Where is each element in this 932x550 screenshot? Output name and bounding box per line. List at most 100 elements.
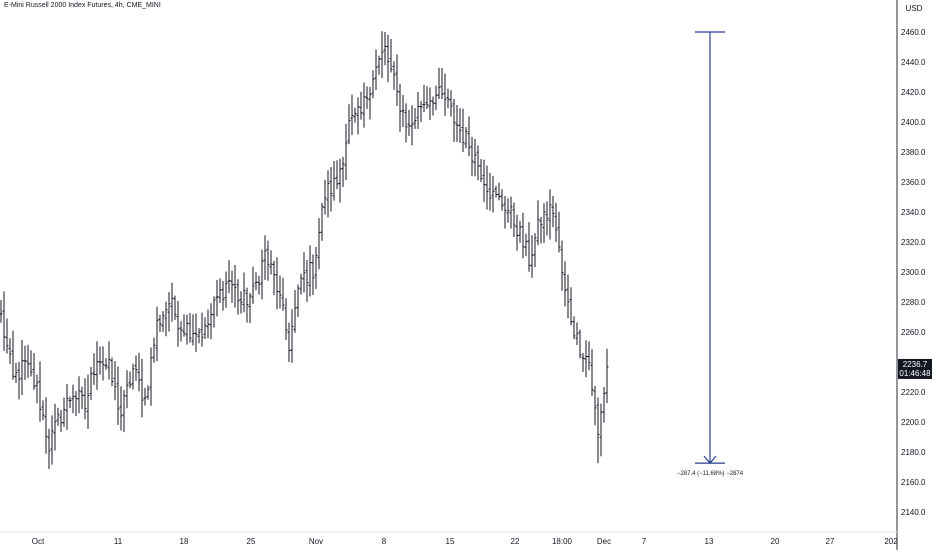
ohlc-bar (347, 104, 351, 145)
ohlc-bar (530, 235, 534, 278)
ohlc-bar (71, 384, 75, 414)
ohlc-bar (242, 272, 246, 313)
ohlc-bar (380, 31, 384, 79)
ohlc-bar (143, 387, 147, 406)
ohlc-bar (110, 357, 114, 387)
ohlc-bar (572, 316, 576, 340)
ohlc-bar (527, 222, 531, 272)
ohlc-bar (194, 313, 198, 352)
ohlc-bar (362, 82, 366, 128)
ohlc-bar (584, 340, 588, 378)
price-tick-label: 2320.0 (901, 238, 926, 247)
time-tick-label: Dec (597, 537, 611, 546)
ohlc-bar (212, 296, 216, 328)
ohlc-bar (185, 314, 189, 345)
ohlc-bar (419, 101, 423, 123)
ohlc-bar (536, 200, 540, 246)
ohlc-bar (566, 274, 570, 319)
ohlc-bar (20, 339, 24, 396)
time-axis-labels[interactable]: Oct 11 18 25 Nov 8 15 22 18:00 Dec 7 13 20 27 202 (32, 537, 898, 546)
ohlc-bar (494, 185, 498, 198)
ohlc-bar (305, 259, 309, 302)
ohlc-bar (11, 330, 15, 380)
ohlc-bar (272, 260, 276, 296)
ohlc-bar (461, 108, 465, 153)
ohlc-bar (281, 277, 285, 311)
ohlc-bar (356, 97, 360, 135)
ohlc-bar (464, 126, 468, 149)
ohlc-bar (86, 374, 90, 429)
ohlc-bar (83, 378, 87, 420)
ohlc-bar (218, 278, 222, 304)
ohlc-bar (416, 92, 420, 129)
ohlc-bar (221, 280, 225, 311)
ohlc-bar (317, 218, 321, 270)
ohlc-bar (131, 363, 135, 390)
time-tick-label: 11 (114, 537, 123, 546)
ohlc-bar (467, 116, 471, 157)
ohlc-bar (323, 179, 327, 215)
ohlc-bar (182, 314, 186, 337)
ohlc-bar (176, 300, 180, 347)
ohlc-bar (374, 49, 378, 91)
ohlc-bar (473, 138, 477, 177)
ohlc-bar (269, 250, 273, 275)
ohlc-bar (437, 67, 441, 100)
ohlc-bar (320, 202, 324, 241)
ohlc-bar (155, 306, 159, 362)
ohlc-bar (290, 309, 294, 363)
ohlc-bar (173, 295, 177, 321)
ohlc-bar (434, 85, 438, 111)
ohlc-bar (428, 87, 432, 121)
ohlc-bar (569, 287, 573, 326)
ohlc-bar (263, 235, 267, 280)
ohlc-bar (14, 362, 18, 383)
time-tick-label: Nov (309, 537, 323, 546)
ohlc-bar (440, 67, 444, 100)
ohlc-bar (503, 195, 507, 229)
ohlc-bar (74, 391, 78, 417)
ohlc-bar (335, 160, 339, 190)
price-tick-label: 2460.0 (901, 28, 926, 37)
ohlc-bar (524, 233, 528, 256)
ohlc-bar (233, 265, 237, 308)
ohlc-bar (209, 303, 213, 340)
ohlc-bar (578, 329, 582, 359)
ohlc-bar (62, 397, 66, 427)
ohlc-bar (533, 233, 537, 268)
ohlc-bar (32, 353, 36, 390)
ohlc-bar (497, 182, 501, 201)
last-price-badge: 2236.7 01:46:48 (898, 358, 932, 379)
ohlc-bar (392, 61, 396, 90)
ohlc-bar (29, 350, 33, 377)
ohlc-bar (605, 348, 609, 403)
ohlc-bar (38, 361, 42, 422)
ohlc-bar (101, 346, 105, 381)
ohlc-bar (191, 314, 195, 346)
ohlc-bar (410, 105, 414, 146)
ohlc-bar (395, 54, 399, 106)
ohlc-bar (344, 123, 348, 181)
ohlc-bar (167, 292, 171, 332)
price-tick-label: 2140.0 (901, 508, 926, 517)
price-tick-label: 2300.0 (901, 268, 926, 277)
ohlc-bar (365, 86, 369, 109)
ohlc-bar (35, 374, 39, 404)
time-tick-label: 15 (446, 537, 455, 546)
price-tick-label: 2200.0 (901, 418, 926, 427)
ohlc-bar (278, 275, 282, 309)
currency-label[interactable]: USD (906, 4, 923, 13)
measure-tool[interactable]: −287.4 (−11.68%) −2874 (677, 31, 744, 477)
ohlc-bar (407, 109, 411, 136)
time-tick-label: 13 (705, 537, 714, 546)
ohlc-bar (596, 397, 600, 464)
price-tick-label: 2340.0 (901, 208, 926, 217)
measure-label: −287.4 (−11.68%) −2874 (677, 471, 744, 477)
ohlc-bar (137, 352, 141, 392)
price-axis-labels[interactable]: 2140.02160.02180.02200.02220.02240.02260… (901, 28, 926, 517)
price-tick-label: 2160.0 (901, 478, 926, 487)
ohlc-bar (236, 279, 240, 315)
ohlc-bar (170, 282, 174, 322)
ohlc-bar (68, 396, 72, 408)
